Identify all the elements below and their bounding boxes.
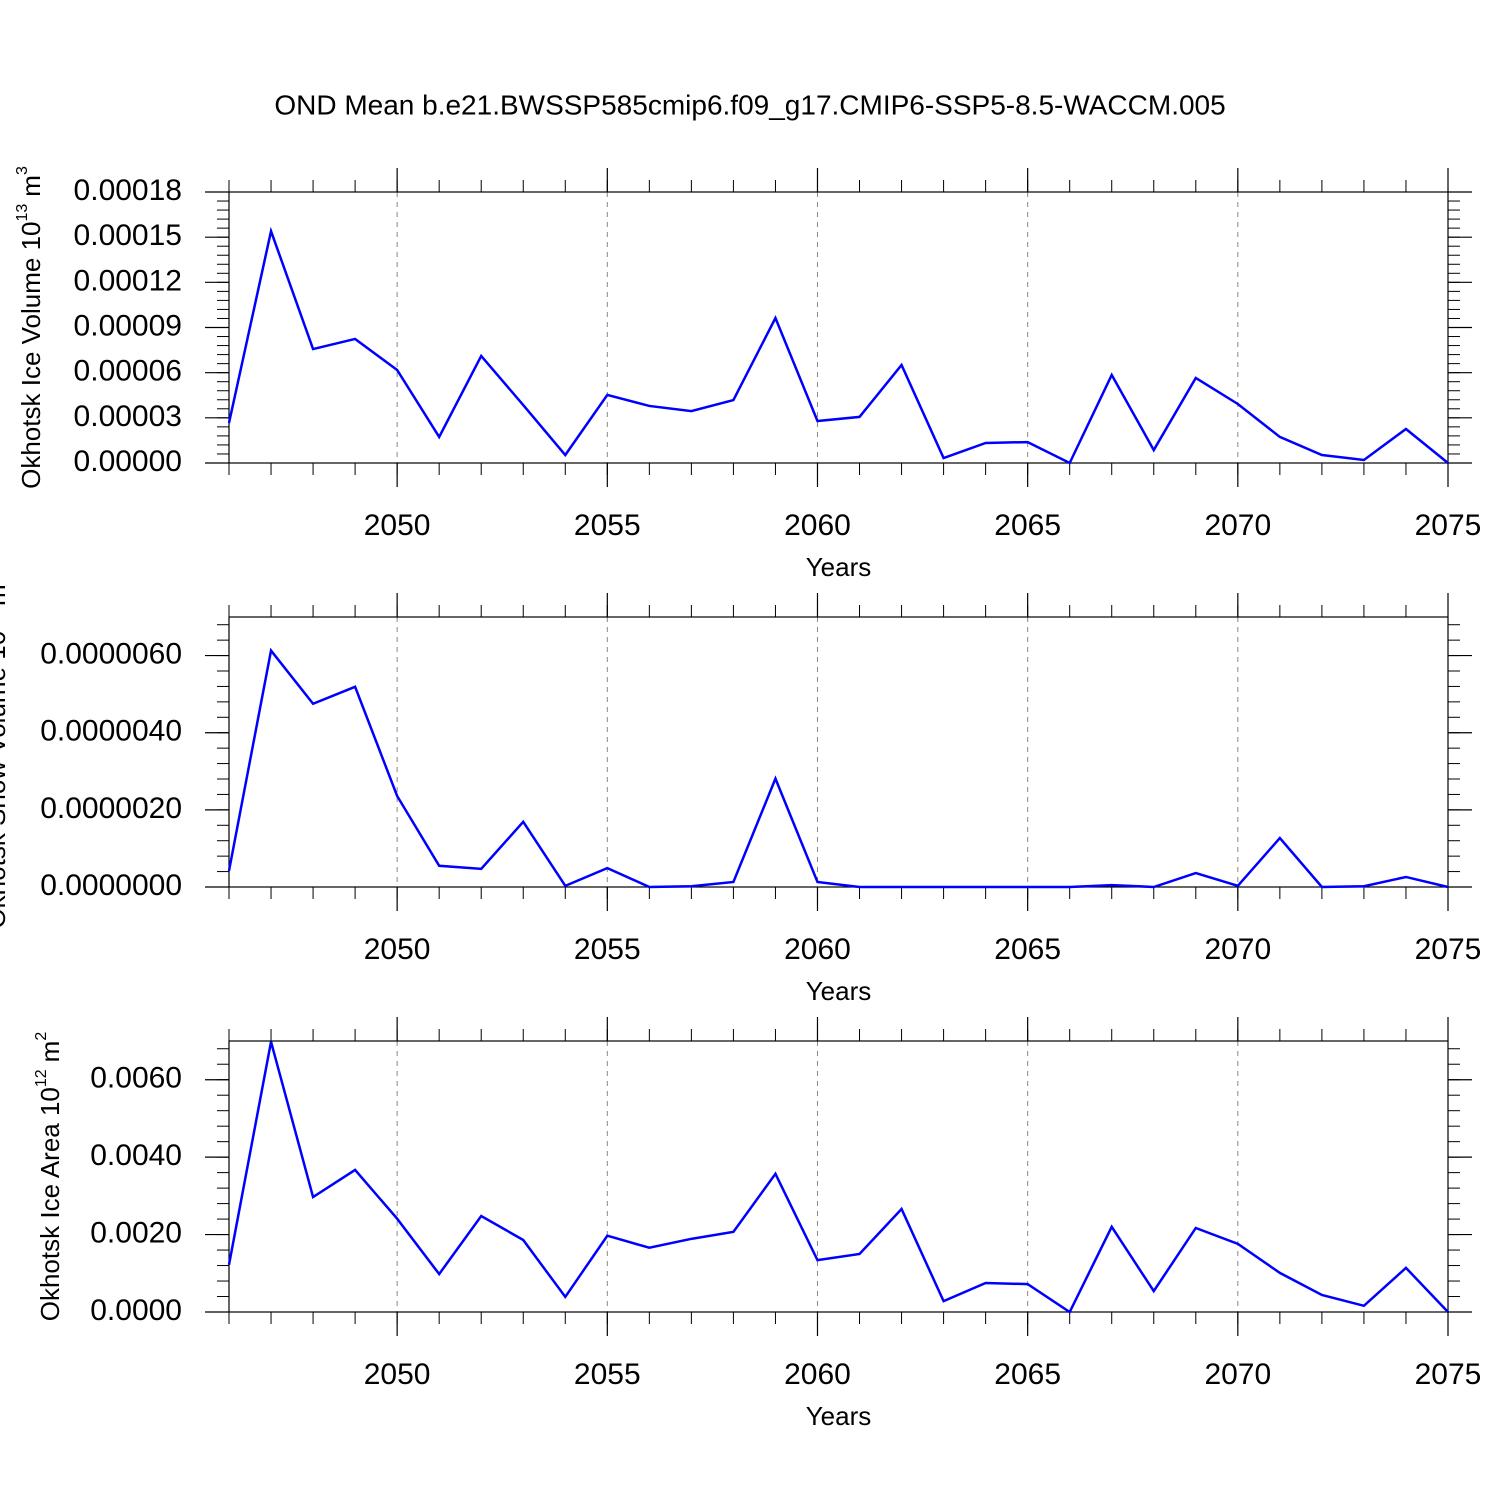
x-tick-label: 2055 bbox=[574, 509, 641, 542]
x-tick-label: 2055 bbox=[574, 1358, 641, 1391]
y-axis-label-unit: m bbox=[35, 1041, 65, 1063]
x-tick-label: 2055 bbox=[574, 933, 641, 966]
y-tick-label: 0.00015 bbox=[74, 219, 182, 252]
data-line bbox=[227, 226, 1449, 465]
y-axis-label-text: Okhotsk Ice Volume 10 bbox=[16, 222, 46, 489]
y-axis-label-unit-exp: 3 bbox=[14, 166, 31, 175]
y-axis-label: Okhotsk Ice Volume 1013 m3 bbox=[14, 166, 46, 489]
x-tick-label: 2060 bbox=[784, 509, 851, 542]
y-axis-label: Okhotsk Snow Volume 1013m3 bbox=[0, 575, 11, 928]
y-axis-label-unit: m bbox=[16, 175, 46, 197]
x-axis-label: Years bbox=[806, 552, 872, 582]
y-axis-label-exp: 13 bbox=[14, 204, 31, 222]
x-tick-label: 2075 bbox=[1415, 509, 1482, 542]
x-tick-label: 2070 bbox=[1204, 1358, 1271, 1391]
chart-title: OND Mean b.e21.BWSSP585cmip6.f09_g17.CMI… bbox=[274, 89, 1225, 120]
x-tick-label: 2060 bbox=[784, 1358, 851, 1391]
y-axis-label-text: Okhotsk Snow Volume 10 bbox=[0, 631, 11, 929]
y-axis-label-unit-exp: 2 bbox=[33, 1032, 50, 1041]
y-axis-label-exp: 12 bbox=[33, 1069, 50, 1087]
x-tick-label: 2075 bbox=[1415, 933, 1482, 966]
y-axis-label: Okhotsk Ice Area 1012 m2 bbox=[33, 1032, 65, 1322]
y-tick-label: 0.00012 bbox=[74, 264, 182, 297]
data-line bbox=[227, 1041, 1449, 1314]
y-tick-label: 0.0000000 bbox=[40, 869, 182, 902]
plot-frame bbox=[228, 616, 1449, 888]
x-tick-label: 2065 bbox=[994, 933, 1061, 966]
y-tick-label: 0.00009 bbox=[74, 309, 182, 342]
y-tick-label: 0.00018 bbox=[74, 174, 182, 207]
x-tick-label: 2070 bbox=[1204, 933, 1271, 966]
y-tick-label: 0.0000040 bbox=[40, 715, 182, 748]
x-tick-label: 2050 bbox=[364, 509, 431, 542]
x-axis-label: Years bbox=[806, 976, 872, 1006]
y-tick-label: 0.0020 bbox=[90, 1216, 182, 1249]
y-tick-label: 0.00006 bbox=[74, 355, 182, 388]
x-tick-label: 2065 bbox=[994, 1358, 1061, 1391]
data-line bbox=[227, 647, 1449, 889]
x-tick-label: 2070 bbox=[1204, 509, 1271, 542]
plot-frame bbox=[228, 191, 1449, 464]
x-tick-label: 2060 bbox=[784, 933, 851, 966]
y-tick-label: 0.00003 bbox=[74, 400, 182, 433]
x-tick-label: 2050 bbox=[364, 933, 431, 966]
y-tick-label: 0.0000060 bbox=[40, 637, 182, 670]
x-tick-label: 2065 bbox=[994, 509, 1061, 542]
y-axis-label-text: Okhotsk Ice Area 10 bbox=[35, 1087, 65, 1321]
plot-frame bbox=[228, 1040, 1449, 1313]
x-tick-label: 2075 bbox=[1415, 1358, 1482, 1391]
y-tick-label: 0.0000020 bbox=[40, 792, 182, 825]
y-tick-label: 0.0040 bbox=[90, 1139, 182, 1172]
y-tick-label: 0.00000 bbox=[74, 445, 182, 478]
x-axis-label: Years bbox=[806, 1401, 872, 1431]
x-tick-label: 2050 bbox=[364, 1358, 431, 1391]
y-tick-label: 0.0000 bbox=[90, 1294, 182, 1327]
y-axis-label-unit: m bbox=[0, 584, 11, 606]
y-tick-label: 0.0060 bbox=[90, 1062, 182, 1095]
